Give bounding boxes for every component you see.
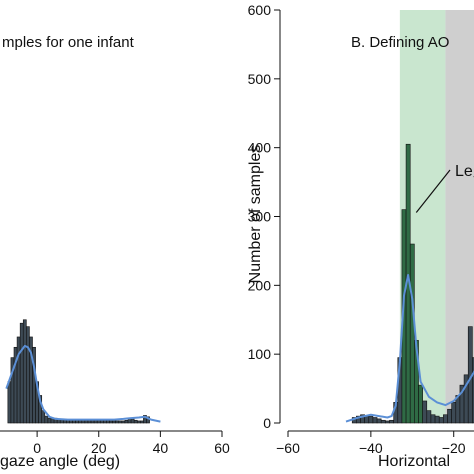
panel-a-histogram-bar [115, 420, 120, 424]
panel-b-x-tick-label: −60 [276, 440, 300, 456]
panel-a-histogram-bar [22, 319, 27, 424]
panel-b-y-tick-label: 300 [248, 209, 272, 225]
panel-a-x-tick-label: 0 [33, 440, 41, 456]
panel-a-x-tick-label: 60 [214, 440, 230, 456]
panel-b-histogram-bar [447, 408, 452, 424]
panel-a-histogram-bar [112, 420, 116, 424]
panel-b-x-axis-title: Horizontal [378, 453, 450, 470]
panel-a-histogram-bar [109, 420, 113, 424]
panel-a-x-tick-label: 40 [153, 440, 169, 456]
panel-a-histogram-bar [44, 415, 49, 424]
panel-b-y-tick-label: 0 [263, 415, 271, 431]
panel-b-y-tick-label: 600 [248, 2, 272, 18]
panel-a-histogram-bar [41, 410, 46, 424]
panel-a-density-line [5, 344, 161, 423]
panel-a-histogram-bar [140, 420, 144, 424]
panel-b-y-tick-label: 200 [248, 277, 272, 293]
panel-a-histogram-bar [133, 419, 138, 424]
panel-b-histogram-bar [380, 419, 386, 424]
panel-b-histogram-bar [376, 418, 382, 424]
panel-a-x-axis-title: gaze angle (deg) [0, 453, 120, 470]
panel-b-histogram-bar [368, 415, 374, 424]
panel-b-histogram-bar [409, 243, 415, 424]
panel-b-histogram-bar [434, 415, 440, 424]
panel-b-histogram-bar [426, 410, 432, 424]
panel-b-x-tick-label: −40 [359, 440, 383, 456]
panel-b-density-line [345, 274, 474, 423]
panel-b-x-tick-label: −20 [442, 440, 466, 456]
panel-a-histogram-bar [47, 417, 52, 424]
panel-a-histogram-bar [16, 336, 21, 424]
panel-a-histogram-bar [136, 420, 141, 424]
annotation-le: Le [455, 163, 473, 180]
panel-b-histogram-bar [430, 414, 436, 424]
panel-b-histogram-bar [451, 402, 457, 424]
panel-b-histogram-bar [385, 420, 390, 424]
panel-b-y-tick-label: 100 [248, 346, 272, 362]
panel-a-histogram-bar [7, 381, 12, 424]
panel-a-histogram-bar [78, 419, 83, 424]
panel-b-annotation-line [415, 169, 451, 213]
panel-b-histogram-bar [455, 395, 461, 424]
panel-b-histogram-bar [443, 414, 448, 424]
panel-a-histogram-bar [26, 326, 30, 424]
panel-a-histogram-bar [19, 322, 24, 424]
panel-b-histogram-bar [438, 417, 444, 424]
panel-a-histogram-bar [130, 418, 135, 424]
panel-a-histogram-bar [38, 395, 43, 424]
panel-b-histogram-bar [472, 357, 474, 424]
panel-b-histogram-bar [389, 419, 394, 424]
panel-a-histogram-bar [75, 419, 80, 424]
panel-a-x-tick-label: 20 [91, 440, 107, 456]
panel-a-histogram-bar [127, 419, 132, 424]
panel-a-histogram-bar [121, 420, 126, 424]
panel-b-title: B. Defining AO [351, 34, 449, 51]
panel-b-histogram-bar [418, 384, 423, 424]
panel-a-histogram-bar [93, 419, 98, 424]
panel-b-histogram-bar [372, 417, 378, 424]
panel-b: B. Defining AO Number of samples Horizonta… [247, 2, 474, 470]
panel-a-histogram-bar [106, 419, 110, 424]
panel-a: mples for one infant gaze angle (deg)0 20 4… [0, 34, 230, 470]
panel-b-y-tick-label: 500 [248, 71, 272, 87]
panel-a-histogram-bar [96, 419, 101, 424]
panel-a-histogram-bar [124, 419, 129, 424]
panel-a-histogram-bar [118, 420, 123, 424]
panel-b-y-axis-title: Number of samples [247, 145, 264, 284]
panel-b-y-tick-label: 400 [248, 140, 272, 156]
panel-b-histogram-bar [422, 400, 428, 424]
panel-a-title: mples for one infant [2, 34, 135, 51]
panel-a-histogram-bar [84, 419, 89, 424]
